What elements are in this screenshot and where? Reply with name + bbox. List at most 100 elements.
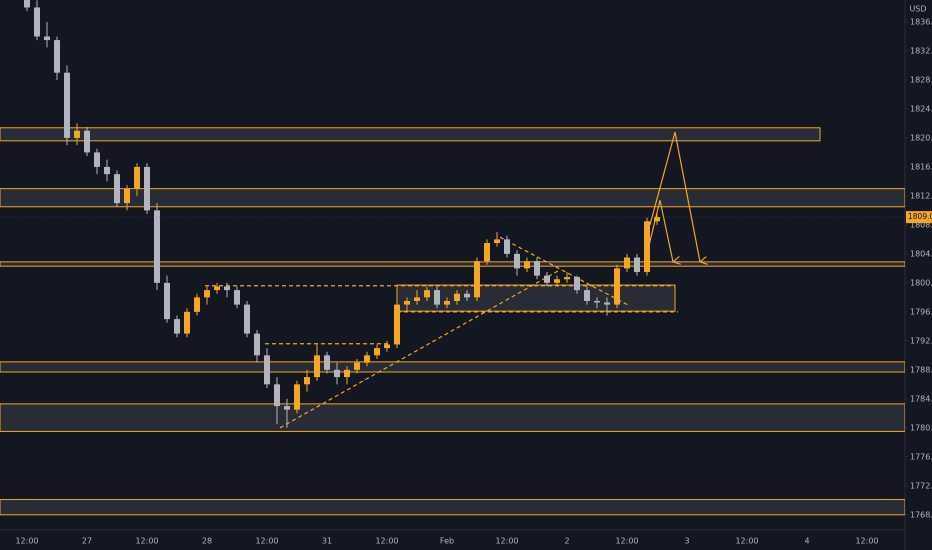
candle-body xyxy=(344,369,350,378)
y-tick-label: 1820.00 xyxy=(910,133,932,142)
candle-body xyxy=(514,253,520,269)
trendline xyxy=(499,236,631,307)
x-tick-label: 12:00 xyxy=(375,537,398,546)
x-tick-label: 12:00 xyxy=(15,537,38,546)
y-tick-label: 1792.00 xyxy=(910,336,932,345)
candle-body xyxy=(44,36,50,41)
candle-body xyxy=(484,243,490,262)
candle-body xyxy=(134,166,140,189)
candle-body xyxy=(634,257,640,272)
y-tick-label: 1828.00 xyxy=(910,75,932,84)
plot-area xyxy=(0,0,905,516)
candle-body xyxy=(144,166,150,211)
y-tick-label: 1776.00 xyxy=(910,452,932,461)
candle-body xyxy=(94,152,100,167)
x-tick-label: 3 xyxy=(684,537,689,546)
candle-body xyxy=(274,384,280,407)
projection-arrow xyxy=(644,200,673,262)
trendline xyxy=(279,269,561,429)
candle-body xyxy=(124,188,130,204)
zone xyxy=(0,499,905,516)
candle-body xyxy=(564,277,570,280)
y-tick-label: 1784.00 xyxy=(910,394,932,403)
zone xyxy=(0,361,905,373)
x-tick-label: 28 xyxy=(202,537,212,546)
candle-body xyxy=(314,355,320,378)
candle-body xyxy=(584,290,590,301)
candle-body xyxy=(444,300,450,305)
candle-body xyxy=(604,302,610,305)
projection-arrow xyxy=(649,131,700,262)
candle-body xyxy=(34,7,40,37)
candle-body xyxy=(54,40,60,73)
candle-body xyxy=(544,275,550,283)
y-tick-label: 1772.00 xyxy=(910,481,932,490)
y-tick-label: 1816.00 xyxy=(910,162,932,171)
candle-body xyxy=(504,239,510,254)
y-tick-label: 1780.00 xyxy=(910,423,932,432)
candle-body xyxy=(294,384,300,410)
candle-body xyxy=(324,355,330,370)
x-tick-label: 12:00 xyxy=(495,537,518,546)
candle-body xyxy=(364,355,370,363)
candle-body xyxy=(614,268,620,305)
candle-body xyxy=(234,290,240,305)
candle-body xyxy=(354,362,360,370)
candle-body xyxy=(574,277,580,291)
candle-body xyxy=(624,257,630,269)
y-tick-label: 1832.00 xyxy=(910,46,932,55)
candle-body xyxy=(104,166,110,175)
y-tick-label: 1836.00 xyxy=(910,17,932,26)
candle-body xyxy=(244,304,250,334)
candle-body xyxy=(644,221,650,272)
x-tick-label: 12:00 xyxy=(255,537,278,546)
candle-body xyxy=(264,355,270,385)
y-tick-label: 1796.00 xyxy=(910,307,932,316)
candle-body xyxy=(184,311,190,334)
candle-body xyxy=(164,282,170,320)
last-price-badge xyxy=(906,211,932,224)
candle-body xyxy=(334,369,340,378)
candle-body xyxy=(84,130,90,153)
candle-body xyxy=(384,344,390,349)
x-tick-label: Feb xyxy=(440,537,454,546)
candle-body xyxy=(174,319,180,334)
candle-body xyxy=(224,286,230,291)
y-tick-label: 1804.00 xyxy=(910,249,932,258)
candle-body xyxy=(434,290,440,305)
candle-body xyxy=(204,290,210,298)
zone xyxy=(0,403,905,432)
y-tick-label: 1800.00 xyxy=(910,278,932,287)
y-tick-label: 1788.00 xyxy=(910,365,932,374)
candle-body xyxy=(594,300,600,303)
zone xyxy=(0,127,821,142)
candle-body xyxy=(474,261,480,298)
x-tick-label: 12:00 xyxy=(135,537,158,546)
x-tick-label: 27 xyxy=(82,537,92,546)
zone xyxy=(0,188,905,208)
candle-body xyxy=(304,377,310,385)
candle-body xyxy=(554,279,560,283)
y-tick-label: 1824.00 xyxy=(910,104,932,113)
candle-body xyxy=(394,304,400,345)
candle-body xyxy=(64,72,70,138)
x-tick-label: 2 xyxy=(564,537,569,546)
candle-body xyxy=(374,348,380,356)
currency-label: USD xyxy=(909,5,926,14)
candle-body xyxy=(414,297,420,301)
candle-body xyxy=(154,210,160,283)
candle-body xyxy=(454,293,460,301)
x-tick-label: 31 xyxy=(322,537,332,546)
candle-body xyxy=(114,174,120,204)
candle-body xyxy=(24,0,30,8)
candle-body xyxy=(424,290,430,298)
candle-body xyxy=(524,261,530,269)
y-tick-label: 1808.00 xyxy=(910,220,932,229)
last-price-label: 1809.07 xyxy=(908,212,932,221)
candle-body xyxy=(284,406,290,410)
candle-body xyxy=(654,217,660,222)
y-tick-label: 1768.00 xyxy=(910,510,932,519)
x-tick-label: 12:00 xyxy=(735,537,758,546)
